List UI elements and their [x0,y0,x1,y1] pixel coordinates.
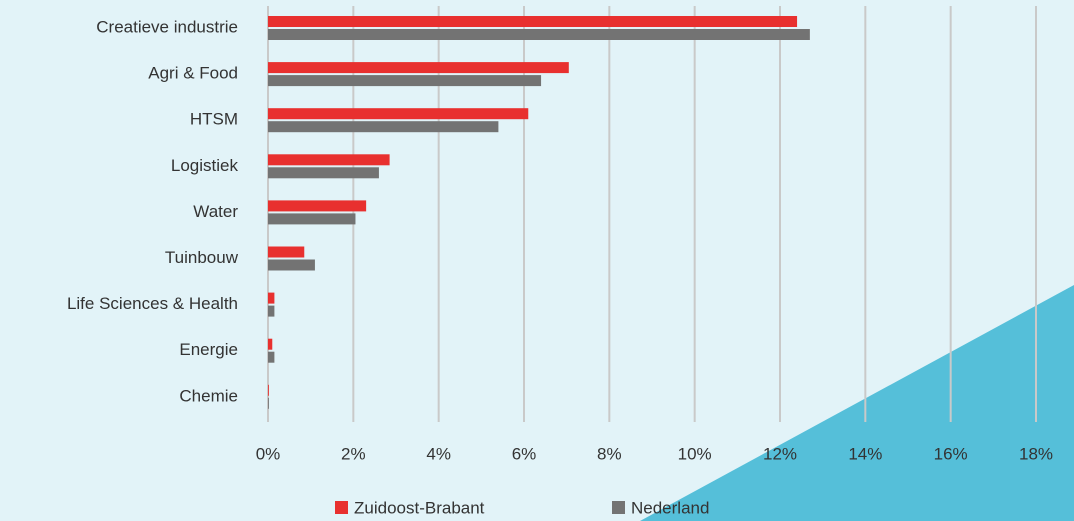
bar [268,338,273,350]
y-tick-label: Chemie [179,386,238,405]
legend-label: Zuidoost-Brabant [354,498,485,517]
x-tick-label: 4% [426,444,451,463]
x-tick-label: 12% [763,444,797,463]
bar [268,246,305,258]
x-tick-label: 14% [848,444,882,463]
x-tick-label: 0% [256,444,281,463]
y-tick-label: Life Sciences & Health [67,294,238,313]
bar [268,29,810,40]
x-tick-label: 16% [934,444,968,463]
bar [268,121,499,133]
bar [268,154,390,166]
x-tick-label: 8% [597,444,622,463]
legend-label: Nederland [631,498,709,517]
x-tick-label: 10% [678,444,712,463]
bar [268,167,379,179]
x-tick-label: 18% [1019,444,1053,463]
y-tick-label: Water [193,202,238,221]
bar [268,305,275,317]
bar [268,75,542,87]
bar [268,292,275,304]
y-tick-label: Logistiek [171,156,239,175]
bar [268,16,798,27]
y-tick-label: HTSM [190,110,238,129]
legend-swatch [335,501,348,514]
bar [268,200,367,212]
x-tick-label: 6% [512,444,537,463]
bar [268,351,275,363]
legend-swatch [612,501,625,514]
bar [268,108,529,120]
bar [268,213,356,225]
bar [268,62,569,74]
bar [268,397,269,409]
x-tick-label: 2% [341,444,366,463]
y-tick-label: Tuinbouw [165,248,239,267]
decoration [640,285,1074,521]
y-tick-label: Agri & Food [148,64,238,83]
y-tick-label: Energie [179,340,238,359]
y-tick-label: Creatieve industrie [96,17,238,36]
bar [268,259,315,271]
bar [268,384,269,396]
